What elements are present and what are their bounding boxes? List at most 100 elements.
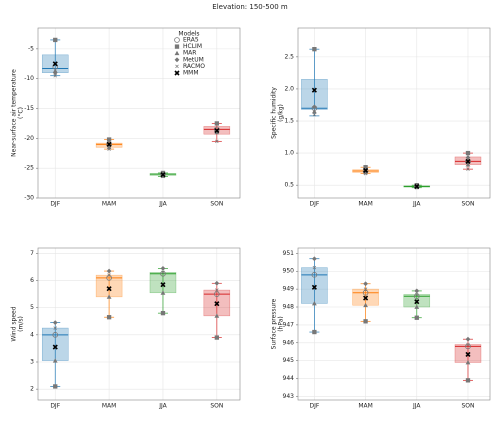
figure-title: Elevation: 150-500 m bbox=[212, 3, 288, 11]
plot-frame bbox=[297, 27, 491, 199]
legend-label: RACMO bbox=[183, 63, 205, 70]
marker-era5 bbox=[52, 332, 59, 338]
y-axis-label: Near-surface air temperature bbox=[11, 69, 18, 157]
marker-hclim bbox=[312, 329, 317, 335]
marker-hclim bbox=[312, 47, 317, 52]
y-tick-label: 1.5 bbox=[284, 118, 294, 125]
marker-racmo bbox=[466, 342, 470, 347]
marker-mmm bbox=[414, 299, 420, 305]
marker-racmo bbox=[53, 326, 57, 330]
y-tick-label: 3 bbox=[30, 359, 34, 366]
y-axis-label: (m/s) bbox=[18, 316, 25, 332]
y-tick-label: 948 bbox=[283, 304, 295, 311]
marker-mar bbox=[465, 360, 471, 365]
marker-hclim bbox=[53, 37, 58, 43]
marker-mar bbox=[465, 162, 471, 167]
x-tick-label: MAM bbox=[358, 403, 372, 410]
legend-title: Models bbox=[178, 31, 199, 38]
y-tick-label: 943 bbox=[283, 393, 295, 400]
marker-racmo bbox=[363, 287, 368, 291]
y-tick-label: 950 bbox=[283, 268, 295, 275]
marker-metum bbox=[52, 320, 58, 326]
y-axis-label: Surface pressure bbox=[271, 298, 278, 349]
marker-hclim bbox=[214, 121, 219, 126]
marker-mmm bbox=[52, 61, 58, 67]
marker-hclim bbox=[53, 384, 58, 389]
marker-metum bbox=[106, 268, 112, 274]
marker-mmm bbox=[363, 167, 369, 173]
x-tick-label: SON bbox=[210, 201, 223, 208]
y-tick-label: 4 bbox=[30, 331, 34, 338]
marker-mar bbox=[106, 294, 112, 299]
marker-era5 bbox=[413, 293, 420, 300]
legend-label: MMM bbox=[183, 70, 199, 77]
y-tick-label: 2.0 bbox=[284, 85, 294, 92]
marker-metum bbox=[465, 336, 471, 342]
y-tick-label: 2 bbox=[30, 386, 34, 393]
y-tick-label: -20 bbox=[24, 135, 34, 142]
marker-mmm bbox=[52, 344, 58, 350]
marker-racmo bbox=[312, 112, 317, 117]
marker-mar bbox=[311, 108, 317, 114]
marker-metum bbox=[106, 143, 112, 149]
box bbox=[95, 274, 123, 298]
marker-mmm bbox=[465, 351, 471, 357]
x-tick-label: SON bbox=[461, 403, 474, 410]
x-tick-label: MAM bbox=[102, 403, 116, 410]
marker-mar bbox=[311, 301, 317, 306]
y-tick-label: 946 bbox=[283, 339, 295, 346]
marker-metum bbox=[414, 288, 420, 294]
marker-hclim bbox=[363, 319, 368, 324]
marker-era5 bbox=[214, 291, 220, 297]
x-tick-label: DJF bbox=[50, 403, 60, 410]
marker-hclim bbox=[214, 335, 219, 340]
marker-metum bbox=[52, 70, 58, 76]
marker-mmm bbox=[160, 172, 166, 178]
x-tick-label: MAM bbox=[358, 201, 372, 208]
legend-label: HCLIM bbox=[183, 43, 202, 50]
box bbox=[149, 272, 177, 294]
marker-mmm bbox=[214, 301, 220, 307]
marker-racmo bbox=[161, 270, 165, 275]
marker-racmo bbox=[415, 292, 419, 297]
marker-metum bbox=[174, 57, 180, 63]
marker-era5 bbox=[362, 289, 369, 296]
legend-label: MetUM bbox=[183, 56, 204, 63]
y-axis-label: (hPa) bbox=[278, 316, 285, 332]
subplot: 0.5 1.0 1.5 2.0 2.5 DJF MAM JJA SON Specific humi… bbox=[271, 27, 491, 208]
marker-racmo bbox=[215, 288, 219, 292]
marker-hclim bbox=[414, 315, 419, 320]
y-tick-label: -30 bbox=[24, 195, 34, 202]
y-tick-label: 0.5 bbox=[284, 182, 294, 189]
marker-hclim bbox=[106, 315, 112, 320]
marker-metum bbox=[311, 256, 317, 262]
y-tick-label: 947 bbox=[283, 321, 295, 328]
y-tick-label: -15 bbox=[24, 105, 34, 112]
y-tick-label: -25 bbox=[24, 165, 34, 172]
y-tick-label: 7 bbox=[30, 250, 34, 257]
marker-metum bbox=[214, 280, 220, 286]
marker-mmm bbox=[465, 158, 471, 164]
x-tick-label: DJF bbox=[309, 403, 319, 410]
marker-mmm bbox=[311, 87, 317, 93]
marker-racmo bbox=[107, 147, 111, 151]
x-tick-label: JJA bbox=[158, 201, 167, 208]
marker-metum bbox=[311, 104, 317, 110]
marker-metum bbox=[160, 265, 166, 271]
marker-racmo bbox=[53, 73, 57, 78]
marker-mar bbox=[363, 302, 368, 308]
x-tick-label: MAM bbox=[102, 201, 116, 208]
y-tick-label: 1.0 bbox=[284, 150, 294, 157]
subplot: 2 3 4 5 6 7 DJF MAM JJA SON Wind speed (m/s) bbox=[11, 247, 241, 410]
plot-frame bbox=[297, 247, 491, 401]
marker-racmo bbox=[175, 64, 179, 69]
marker-racmo bbox=[107, 273, 111, 277]
marker-hclim bbox=[160, 310, 166, 316]
x-tick-label: SON bbox=[210, 403, 223, 410]
y-axis-label: (°C) bbox=[18, 107, 25, 119]
marker-mmm bbox=[363, 295, 369, 301]
marker-racmo bbox=[215, 139, 219, 144]
marker-era5 bbox=[174, 37, 180, 43]
